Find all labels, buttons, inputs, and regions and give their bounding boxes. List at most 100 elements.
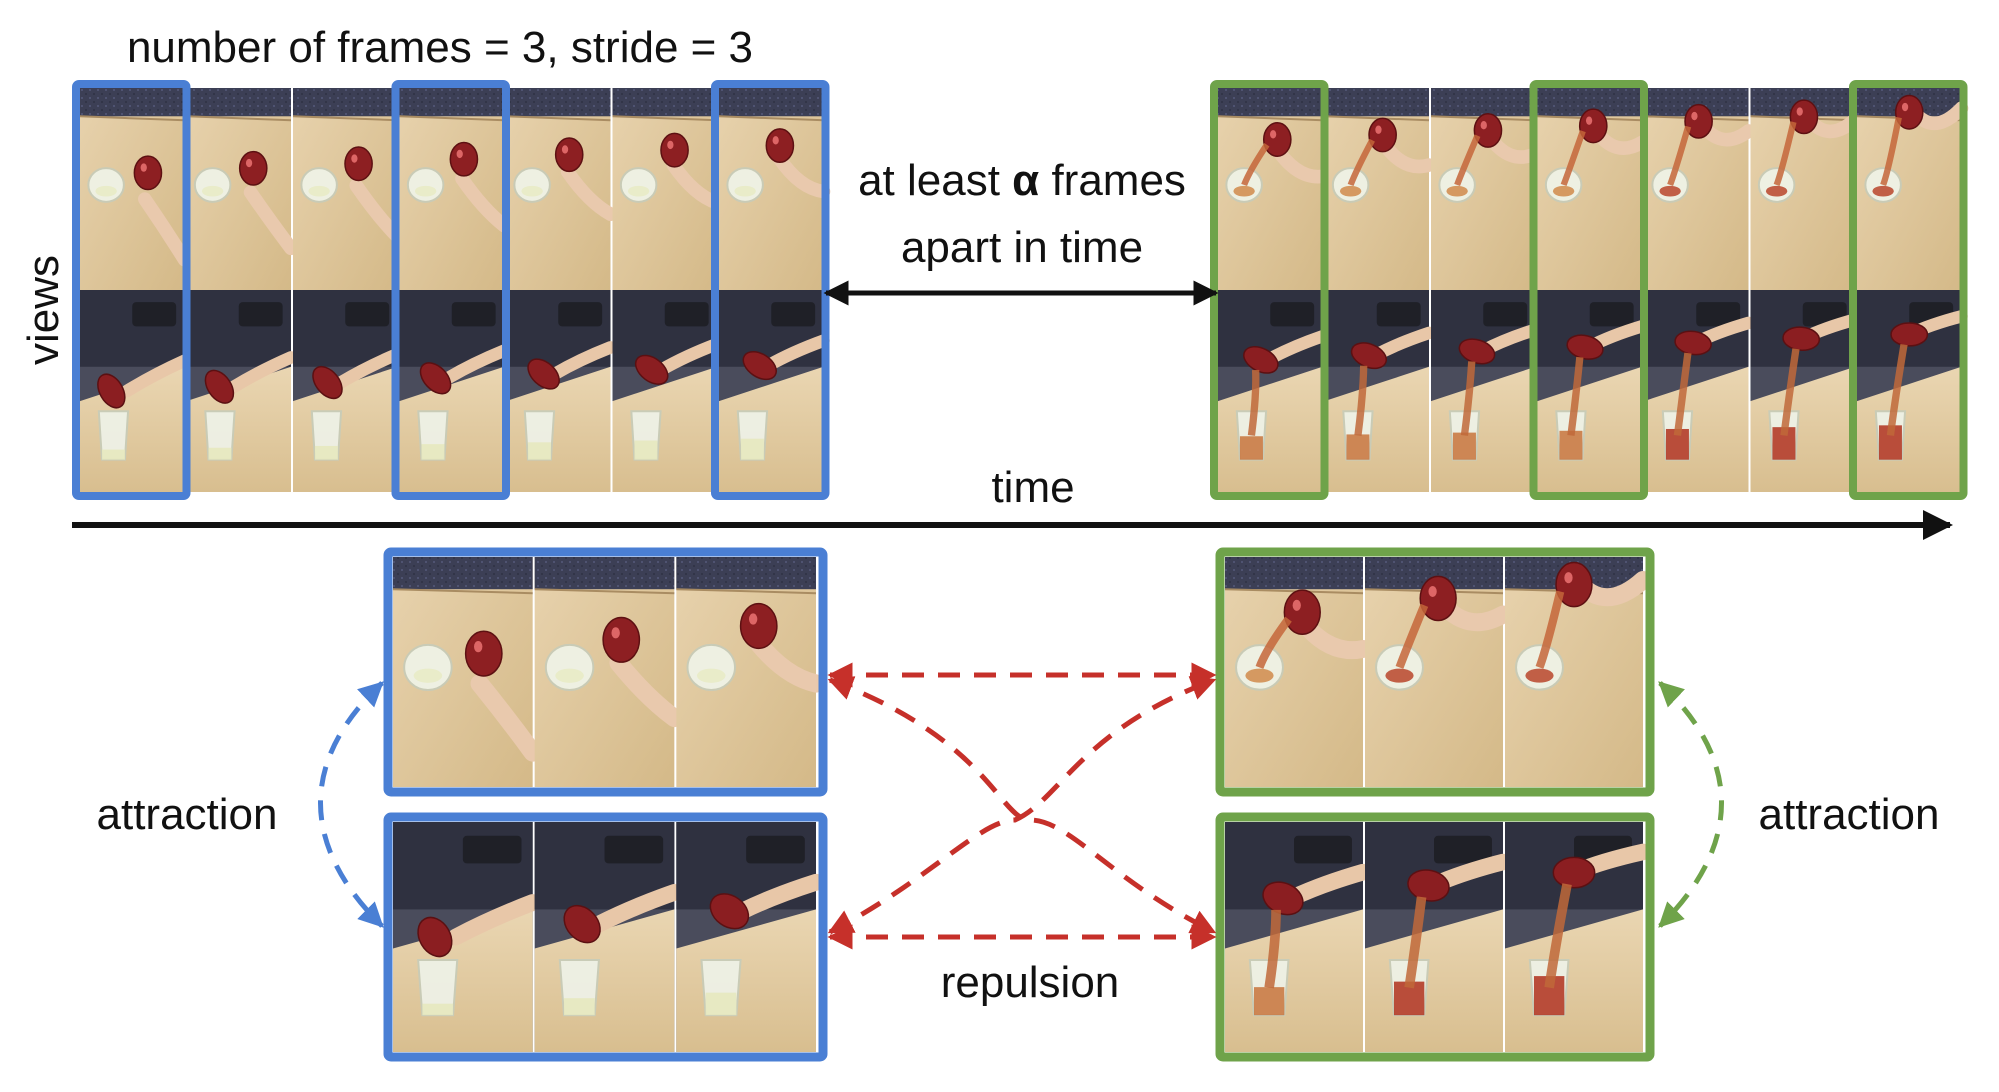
cup-icon [403, 643, 453, 691]
attraction-arrow-left [318, 681, 384, 928]
chair-icon [1294, 835, 1352, 864]
clip-late-view2 [1215, 812, 1655, 1062]
chair-icon [1696, 302, 1741, 327]
attraction-label-left: attraction [97, 790, 278, 839]
bottle-icon [449, 141, 479, 177]
video-frame-top [1324, 88, 1436, 290]
cup-icon [686, 643, 736, 691]
cup-icon [406, 167, 445, 203]
chair-icon [1589, 302, 1634, 327]
attraction-label-right: attraction [1759, 790, 1940, 839]
bottle-icon [1262, 122, 1292, 157]
chair-icon [1483, 302, 1528, 327]
frame-strip-early [72, 80, 831, 500]
chair-icon [238, 302, 283, 327]
chair-icon [132, 302, 177, 327]
video-frame-top [1643, 88, 1756, 290]
clip-early-view2 [383, 812, 828, 1062]
attraction-arrow-right [1658, 681, 1724, 928]
video-frame-side [506, 290, 617, 492]
video-frame-top [612, 88, 724, 290]
bottle-icon [1473, 112, 1503, 148]
video-frame-side [293, 290, 404, 492]
bottle-icon [739, 602, 778, 650]
cup-icon [87, 167, 125, 203]
chair-icon [771, 302, 816, 327]
repulsion-arrows [827, 662, 1217, 950]
gap-label-line2: apart in time [901, 223, 1143, 272]
video-frame-side [399, 290, 511, 492]
bottle-icon [660, 132, 689, 168]
video-frame-side [1324, 290, 1436, 492]
clip-late-view1 [1215, 547, 1655, 797]
video-frame-top [186, 88, 298, 290]
cup-icon [300, 167, 338, 203]
sampled-frame-box [391, 80, 510, 500]
sampled-frame-box [1849, 80, 1968, 500]
repulsion-label: repulsion [941, 958, 1120, 1007]
sampled-frame-box [72, 80, 191, 500]
chair-icon [1270, 302, 1315, 327]
video-frame-top [1856, 88, 1969, 290]
bottle-icon [238, 150, 268, 186]
bottle-icon [1368, 117, 1397, 153]
video-frame-top [399, 88, 511, 290]
repulsion-arrow-cross-up [827, 676, 1217, 935]
video-frame-top [1750, 88, 1862, 290]
chair-icon [604, 835, 664, 864]
cup-icon [619, 167, 658, 203]
frame-strip-late [1210, 80, 1969, 500]
time-label: time [991, 463, 1074, 512]
bottle-icon [464, 630, 503, 677]
video-frame-top [292, 88, 405, 290]
bottle-icon [1555, 561, 1593, 608]
video-frame-side [612, 290, 724, 492]
video-frame-side [1750, 290, 1862, 492]
video-frame-side [1218, 290, 1329, 492]
clip-early-view1 [383, 547, 828, 797]
cup-icon [726, 167, 764, 203]
video-frame-top [505, 88, 618, 290]
chair-icon [1434, 835, 1492, 864]
gap-label-line1: at least α frames [858, 156, 1186, 205]
sampled-frame-box [1529, 80, 1648, 500]
bottle-icon [602, 616, 641, 663]
bottle-icon [1283, 589, 1321, 636]
video-frame-side [1644, 290, 1755, 492]
bottle-icon [554, 137, 584, 173]
chair-icon [746, 835, 805, 864]
chair-icon [558, 302, 603, 327]
bottle-icon [765, 128, 795, 164]
top-caption: number of frames = 3, stride = 3 [127, 23, 753, 72]
chair-icon [345, 302, 390, 327]
cup-icon [513, 167, 551, 203]
chair-icon [451, 302, 496, 327]
video-frame-side [80, 290, 191, 492]
chair-icon [664, 302, 709, 327]
repulsion-arrow-cross-down [827, 676, 1217, 935]
cup-icon [193, 167, 232, 203]
bottle-icon [1419, 575, 1457, 622]
bottle-icon [1578, 108, 1608, 144]
video-frame-top [1430, 88, 1543, 290]
bottle-icon [344, 146, 373, 182]
video-frame-top [1217, 88, 1330, 290]
video-frame-top [1537, 88, 1649, 290]
video-frame-side [719, 290, 830, 492]
video-frame-side [1431, 290, 1542, 492]
chair-icon [1376, 302, 1421, 327]
video-frame-top [79, 88, 192, 290]
sampled-clips [383, 547, 1655, 1062]
video-frame-top [718, 88, 831, 290]
video-frame-side [1537, 290, 1649, 492]
bottle-icon [1789, 99, 1819, 135]
bottle-icon [1894, 94, 1924, 130]
chair-icon [462, 835, 522, 864]
cup-icon [544, 643, 595, 691]
bottle-icon [1684, 103, 1713, 139]
video-frame-side [186, 290, 298, 492]
bottle-icon [133, 155, 163, 191]
views-label: views [19, 255, 68, 365]
video-frame-side [1857, 290, 1968, 492]
